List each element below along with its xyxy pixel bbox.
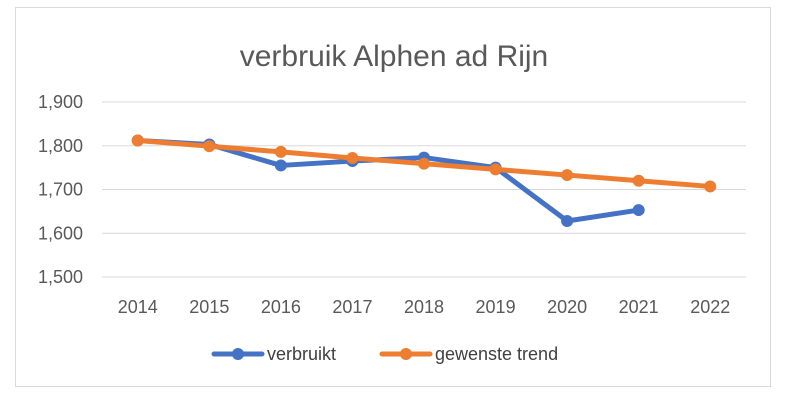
legend-marker bbox=[232, 348, 244, 360]
series-lines bbox=[131, 134, 717, 227]
legend-label: gewenste trend bbox=[435, 344, 558, 364]
chart-title: verbruik Alphen ad Rijn bbox=[240, 40, 549, 73]
y-tick-label: 1,500 bbox=[38, 267, 83, 287]
x-tick-label: 2020 bbox=[547, 297, 587, 317]
series-gewenste-trend bbox=[131, 134, 717, 193]
legend-marker bbox=[400, 348, 412, 360]
x-axis-ticks: 2014 2015 2016 2017 2018 2019 2020 2021 2022 bbox=[118, 297, 730, 317]
data-point bbox=[561, 169, 574, 182]
series-line bbox=[135, 138, 642, 224]
data-point bbox=[561, 215, 574, 227]
y-axis-ticks: 1,500 1,600 1,700 1,800 1,900 bbox=[38, 92, 83, 287]
y-tick-label: 1,900 bbox=[38, 92, 83, 112]
legend: verbruikt gewenste trend bbox=[211, 344, 558, 364]
legend-label: verbruikt bbox=[267, 344, 336, 364]
chart-frame bbox=[15, 7, 771, 387]
data-point bbox=[632, 174, 645, 187]
x-tick-label: 2018 bbox=[404, 297, 444, 317]
data-point bbox=[274, 159, 287, 172]
y-tick-label: 1,800 bbox=[38, 136, 83, 156]
data-point bbox=[632, 204, 645, 217]
x-tick-label: 2022 bbox=[690, 297, 730, 317]
data-point bbox=[418, 157, 430, 170]
data-point bbox=[489, 163, 502, 176]
data-point bbox=[346, 152, 359, 164]
x-tick-label: 2014 bbox=[118, 297, 158, 317]
x-tick-label: 2016 bbox=[261, 297, 301, 317]
data-point bbox=[131, 134, 144, 147]
x-tick-label: 2021 bbox=[619, 297, 659, 317]
legend-item: verbruikt bbox=[211, 344, 336, 364]
x-tick-label: 2015 bbox=[189, 297, 229, 317]
legend-item: gewenste trend bbox=[379, 344, 558, 364]
y-tick-label: 1,600 bbox=[38, 223, 83, 243]
x-tick-label: 2017 bbox=[332, 297, 372, 317]
data-point bbox=[203, 140, 216, 153]
data-point bbox=[704, 180, 717, 193]
data-point bbox=[274, 145, 287, 158]
x-tick-label: 2019 bbox=[476, 297, 516, 317]
gridlines bbox=[102, 101, 746, 278]
y-tick-label: 1,700 bbox=[38, 180, 83, 200]
